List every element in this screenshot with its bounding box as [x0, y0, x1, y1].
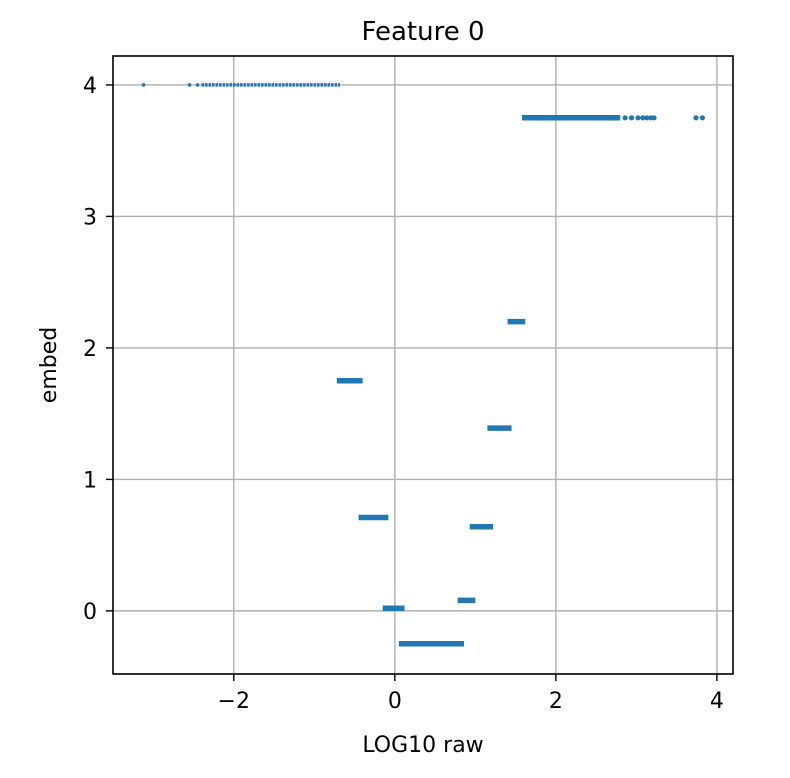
y-axis-label: embed	[37, 327, 62, 403]
x-axis-label: LOG10 raw	[362, 733, 483, 758]
data-point	[644, 115, 650, 121]
x-tick-label: 0	[388, 689, 402, 714]
data-point	[693, 115, 699, 121]
data-point	[628, 115, 635, 121]
y-tick-label: 2	[83, 337, 97, 362]
data-series	[141, 83, 706, 647]
data-point	[622, 115, 628, 121]
data-point	[651, 115, 657, 121]
x-tick-label: 2	[549, 689, 563, 714]
y-tick-label: 1	[83, 468, 97, 493]
data-point	[195, 83, 200, 87]
y-tick-label: 3	[83, 205, 97, 230]
data-point	[141, 83, 146, 87]
axes-ticks: −2 0 2 4 0 1 2 3 4	[83, 74, 724, 714]
y-tick-label: 0	[83, 600, 97, 625]
data-point	[635, 115, 641, 121]
chart-title: Feature 0	[361, 17, 484, 47]
data-point	[699, 115, 706, 121]
x-tick-label: 4	[710, 689, 724, 714]
y-tick-label: 4	[83, 74, 97, 99]
data-point	[640, 115, 646, 121]
data-point	[187, 83, 192, 87]
plot-frame	[112, 55, 734, 675]
x-tick-label: −2	[218, 689, 250, 714]
